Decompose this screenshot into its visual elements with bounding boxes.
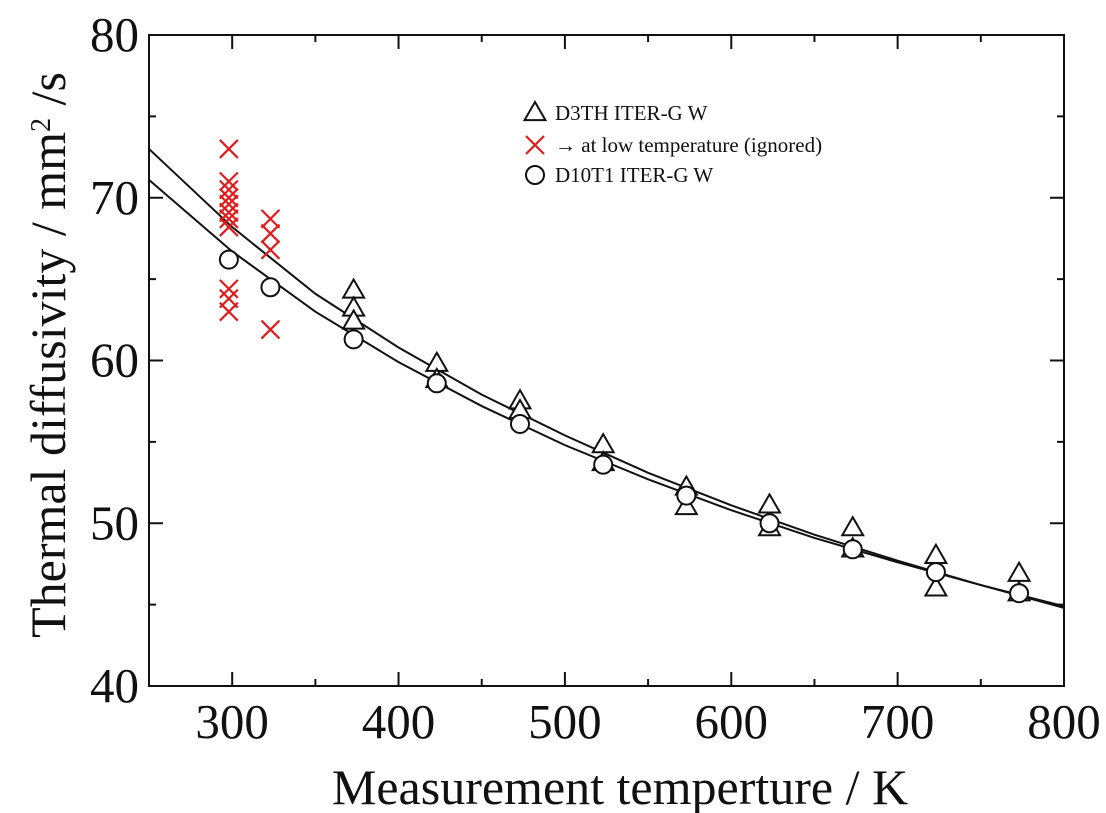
cross-point-12-stroke-b	[260, 209, 281, 229]
circle-point-1	[218, 249, 239, 270]
cross-point-1	[219, 139, 239, 159]
triangle-point-12	[757, 492, 782, 514]
cross-point-4	[219, 187, 239, 208]
fit-curve-2	[148, 179, 1065, 608]
cross-point-11	[219, 301, 239, 322]
cross-point-3-stroke-b	[219, 179, 239, 200]
circle-point-2	[260, 277, 281, 298]
legend-circle-icon	[525, 165, 545, 185]
cross-point-9-stroke-b	[219, 279, 239, 299]
y-tick-label: 70	[90, 170, 139, 225]
triangle-point-17	[923, 575, 949, 597]
circle-point-11	[1009, 583, 1030, 604]
cross-point-9	[219, 279, 239, 299]
y-axis-label-suffix: /s	[20, 72, 76, 118]
cross-point-12	[260, 209, 281, 229]
cross-point-1-stroke-b	[219, 139, 239, 159]
circle-point-3	[343, 329, 364, 350]
circle-point-7	[676, 485, 697, 506]
cross-point-4-stroke-b	[219, 187, 239, 208]
cross-point-2	[219, 171, 239, 192]
triangle-point-18	[1006, 560, 1032, 582]
fit-curve-1	[148, 148, 1065, 609]
cross-point-6	[219, 202, 239, 223]
x-tick-label: 300	[195, 694, 269, 749]
cross-point-11-stroke-b	[219, 301, 239, 322]
circle-point-5	[509, 413, 530, 434]
circle-point-6	[593, 454, 614, 475]
x-tick-label: 800	[1027, 694, 1101, 749]
legend-label: → at low temperature (ignored)	[555, 133, 822, 157]
cross-point-5	[219, 194, 239, 215]
plot-group: 300 400 500 600 700 800 40 50 60 70 80 Measurement …	[20, 7, 1101, 813]
legend-cross-icon	[525, 135, 545, 155]
cross-point-6-stroke-b	[219, 202, 239, 223]
x-tick-label: 500	[528, 694, 602, 749]
cross-point-3	[219, 179, 239, 200]
cross-point-7-stroke-b	[219, 209, 239, 229]
triangle-point-8	[590, 432, 616, 454]
legend: D3TH ITER-G W → at low temperature (ignor…	[522, 99, 822, 187]
legend-triangle-icon	[522, 99, 548, 122]
triangle-point-16	[923, 542, 949, 564]
legend-label: D3TH ITER-G W	[555, 101, 708, 125]
triangle-point-1	[341, 277, 366, 299]
cross-point-15-stroke-b	[260, 319, 281, 340]
cross-point-13	[260, 223, 281, 244]
circle-point-8	[759, 513, 780, 534]
cross-point-15	[260, 319, 281, 340]
triangle-point-3	[341, 308, 366, 330]
cross-point-14-stroke-b	[260, 240, 281, 260]
cross-point-2-stroke-b	[219, 171, 239, 192]
cross-point-13-stroke-b	[260, 223, 281, 244]
x-axis-label: Measurement temperture / K	[332, 759, 908, 813]
y-axis-label-main: Thermal diffusivity / mm	[20, 132, 76, 638]
y-tick-label: 60	[90, 333, 139, 388]
circle-point-9	[842, 539, 863, 560]
x-tick-label: 700	[861, 694, 935, 749]
circle-point-10	[925, 562, 946, 583]
cross-point-7	[219, 209, 239, 229]
y-axis-label: Thermal diffusivity / mm2 /s	[20, 72, 76, 638]
triangle-point-14	[840, 515, 865, 537]
y-axis-label-superscript: 2	[26, 118, 57, 132]
y-tick-label: 40	[90, 658, 139, 713]
legend-label: D10T1 ITER-G W	[555, 163, 713, 187]
y-tick-label: 50	[90, 495, 139, 550]
y-tick-label: 80	[90, 7, 139, 62]
cross-point-8-stroke-b	[219, 217, 239, 237]
cross-point-8	[219, 217, 239, 237]
circle-point-4	[426, 373, 447, 394]
cross-point-5-stroke-b	[219, 194, 239, 215]
x-tick-label: 400	[362, 694, 436, 749]
legend-cross-icon-stroke-b	[525, 135, 545, 155]
cross-point-14	[260, 240, 281, 260]
x-tick-label: 600	[695, 694, 769, 749]
